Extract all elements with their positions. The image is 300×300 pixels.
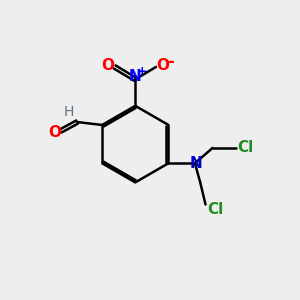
Text: O: O [48, 125, 61, 140]
Text: N: N [190, 156, 202, 171]
Text: +: + [136, 64, 147, 78]
Text: O: O [156, 58, 169, 73]
Text: H: H [64, 105, 74, 119]
Text: Cl: Cl [207, 202, 223, 217]
Text: N: N [129, 70, 142, 85]
Text: -: - [167, 53, 174, 71]
Text: Cl: Cl [237, 140, 253, 155]
Text: O: O [102, 58, 115, 73]
